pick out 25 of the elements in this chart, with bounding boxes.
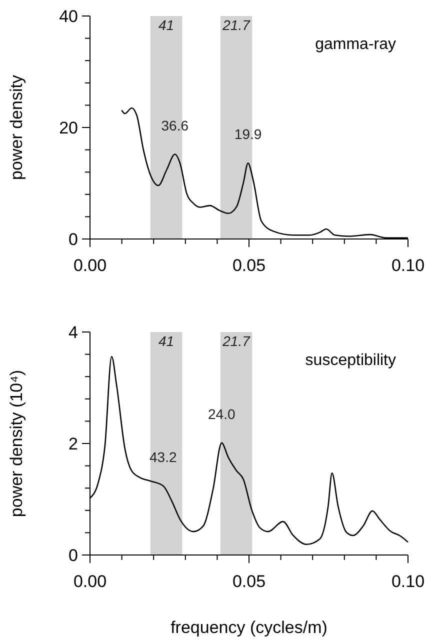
x-tick-label: 0.05 <box>232 572 266 591</box>
y-tick-label: 2 <box>68 434 78 454</box>
band-label: 21.7 <box>222 17 252 33</box>
y-tick-label: 20 <box>59 118 78 138</box>
y-axis-title: power density (10⁴) <box>7 370 26 518</box>
x-axis-title: frequency (cycles/m) <box>170 618 328 637</box>
annotation: 24.0 <box>208 406 236 422</box>
text: gamma-ray <box>315 36 396 53</box>
x-tick-label: 0.10 <box>391 572 425 591</box>
band-label: 41 <box>158 17 174 33</box>
band-label: 41 <box>158 333 174 349</box>
text: susceptibility <box>305 352 396 369</box>
y-tick-label: 4 <box>68 323 78 342</box>
annotation: 19.9 <box>234 126 262 142</box>
band-label: 21.7 <box>222 333 252 349</box>
annotation: 36.6 <box>161 117 189 134</box>
x-tick-label: 0.10 <box>391 256 425 275</box>
x-tick-label: 0.00 <box>73 572 107 591</box>
y-tick-label: 40 <box>59 7 78 26</box>
y-axis-title: power density <box>7 74 26 180</box>
annotation: 43.2 <box>150 448 177 465</box>
y-tick-label: 0 <box>68 546 78 565</box>
x-tick-label: 0.05 <box>232 256 266 275</box>
x-tick-label: 0.00 <box>73 256 107 275</box>
y-tick-label: 0 <box>68 230 78 249</box>
